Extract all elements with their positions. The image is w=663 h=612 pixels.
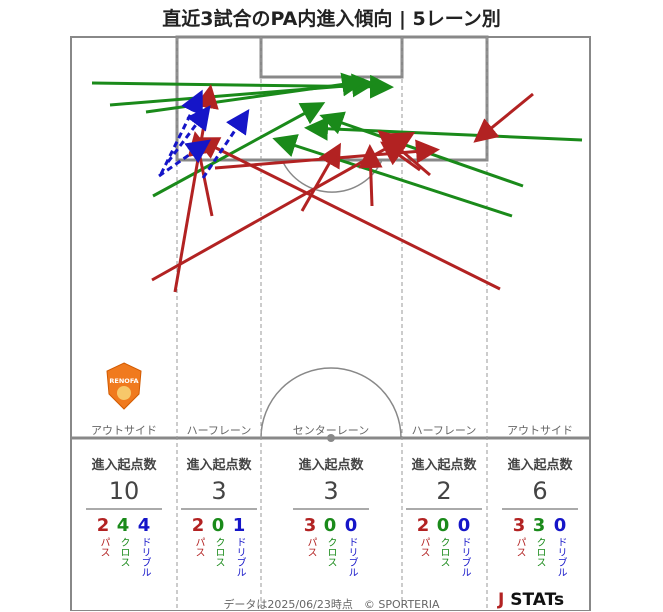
stat-rule-0 [86,508,162,510]
dribble-count-1: 1 ドリブル [232,515,246,577]
stat-head-0: 進入起点数 [91,458,157,473]
stat-total-1: 3 [211,477,227,505]
stat-rule-1 [181,508,257,510]
footer-credit: データは2025/06/23時点 © SPORTERIA [223,598,440,611]
stat-head-3: 進入起点数 [411,458,477,473]
page-title: 直近3試合のPA内進入傾向 | 5レーン別 [162,8,501,30]
pass-count-3: 2 パス [416,515,430,557]
cross-count-3: 0 クロス [436,515,450,567]
center-circle [260,367,402,439]
penalty-area [175,35,489,162]
cross-count-0: 4 クロス [116,515,130,567]
lane-label-halfspace-right: ハーフレーン [411,424,477,437]
stat-total-0: 10 [108,477,140,505]
stat-rule-2 [293,508,369,510]
stat-total-2: 3 [323,477,339,505]
stat-head-1: 進入起点数 [186,458,252,473]
lane-dividers [176,37,488,611]
lane-label-outside-right: アウトサイド [507,424,573,437]
pass-count-0: 2 パス [96,515,110,557]
team-crest-icon: RENOFA [106,362,142,410]
svg-text:RENOFA: RENOFA [109,377,138,385]
stat-total-4: 6 [532,477,548,505]
cross-count-4: 3 クロス [532,515,546,567]
pass-count-4: 3 パス [512,515,526,557]
stat-rule-4 [502,508,578,510]
stat-total-3: 2 [436,477,452,505]
stat-head-2: 進入起点数 [298,458,364,473]
dribble-count-4: 0 ドリブル [553,515,567,577]
dribble-count-3: 0 ドリブル [457,515,471,577]
lane-label-outside-left: アウトサイド [91,424,157,437]
stat-rule-3 [406,508,482,510]
lane-label-halfspace-left: ハーフレーン [186,424,252,437]
penalty-arc [281,159,383,193]
stats-logo: J STATs [498,590,565,610]
dribble-arrows [158,89,250,179]
goal-area [259,35,404,79]
stat-head-4: 進入起点数 [507,458,573,473]
j-mark-icon: J [498,590,505,610]
lane-label-center: センターレーン [292,424,370,437]
cross-count-2: 0 クロス [323,515,337,567]
center-spot [327,434,335,442]
dribble-count-2: 0 ドリブル [344,515,358,577]
pass-count-1: 2 パス [191,515,205,557]
dribble-count-0: 4 ドリブル [137,515,151,577]
cross-count-1: 0 クロス [211,515,225,567]
pass-count-2: 3 パス [303,515,317,557]
